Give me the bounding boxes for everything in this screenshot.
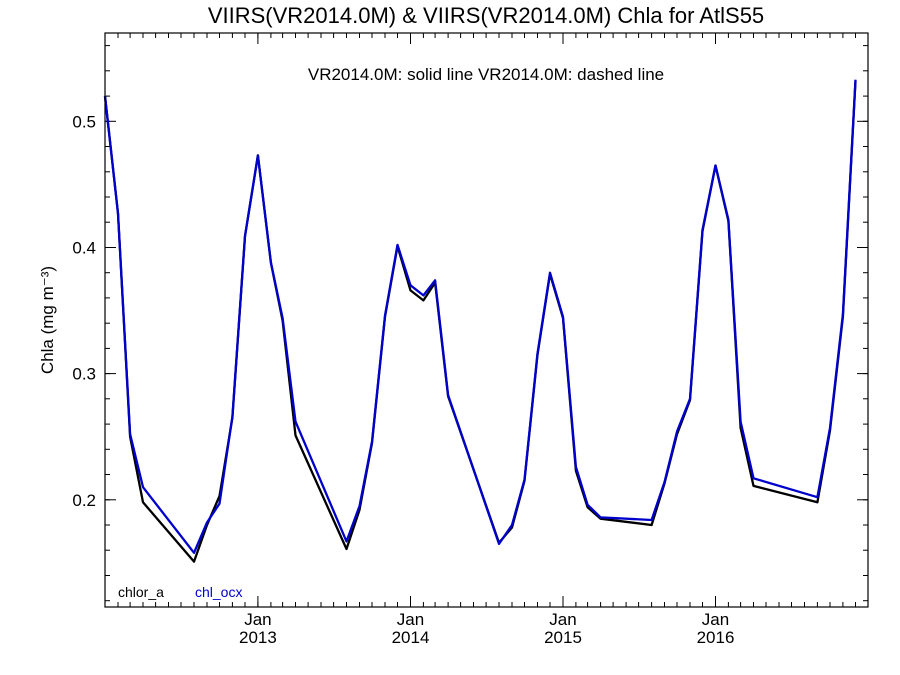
- y-tick-label: 0.4: [72, 239, 96, 258]
- chart-title: VIIRS(VR2014.0M) & VIIRS(VR2014.0M) Chla…: [208, 3, 764, 28]
- legend-chlor-a: chlor_a: [118, 584, 164, 600]
- x-tick-month-label: Jan: [702, 610, 729, 629]
- axis-ticks: [104, 33, 868, 607]
- x-tick-year-label: 2015: [544, 628, 582, 647]
- y-tick-label: 0.5: [72, 112, 96, 131]
- x-tick-year-label: 2016: [697, 628, 735, 647]
- series-lines: [103, 79, 857, 563]
- legend-chl-ocx: chl_ocx: [195, 584, 242, 600]
- x-tick-month-label: Jan: [244, 610, 271, 629]
- x-tick-year-label: 2013: [239, 628, 277, 647]
- y-axis-label: Chla (mg m⁻³): [38, 266, 57, 374]
- plot-frame: [104, 32, 869, 608]
- x-tick-year-label: 2014: [392, 628, 430, 647]
- series-line-chl-ocx: [103, 79, 857, 554]
- y-tick-label: 0.3: [72, 365, 96, 384]
- line-style-note: VR2014.0M: solid line VR2014.0M: dashed …: [308, 65, 664, 84]
- x-tick-month-label: Jan: [549, 610, 576, 629]
- x-tick-month-label: Jan: [397, 610, 424, 629]
- y-tick-label: 0.2: [72, 491, 96, 510]
